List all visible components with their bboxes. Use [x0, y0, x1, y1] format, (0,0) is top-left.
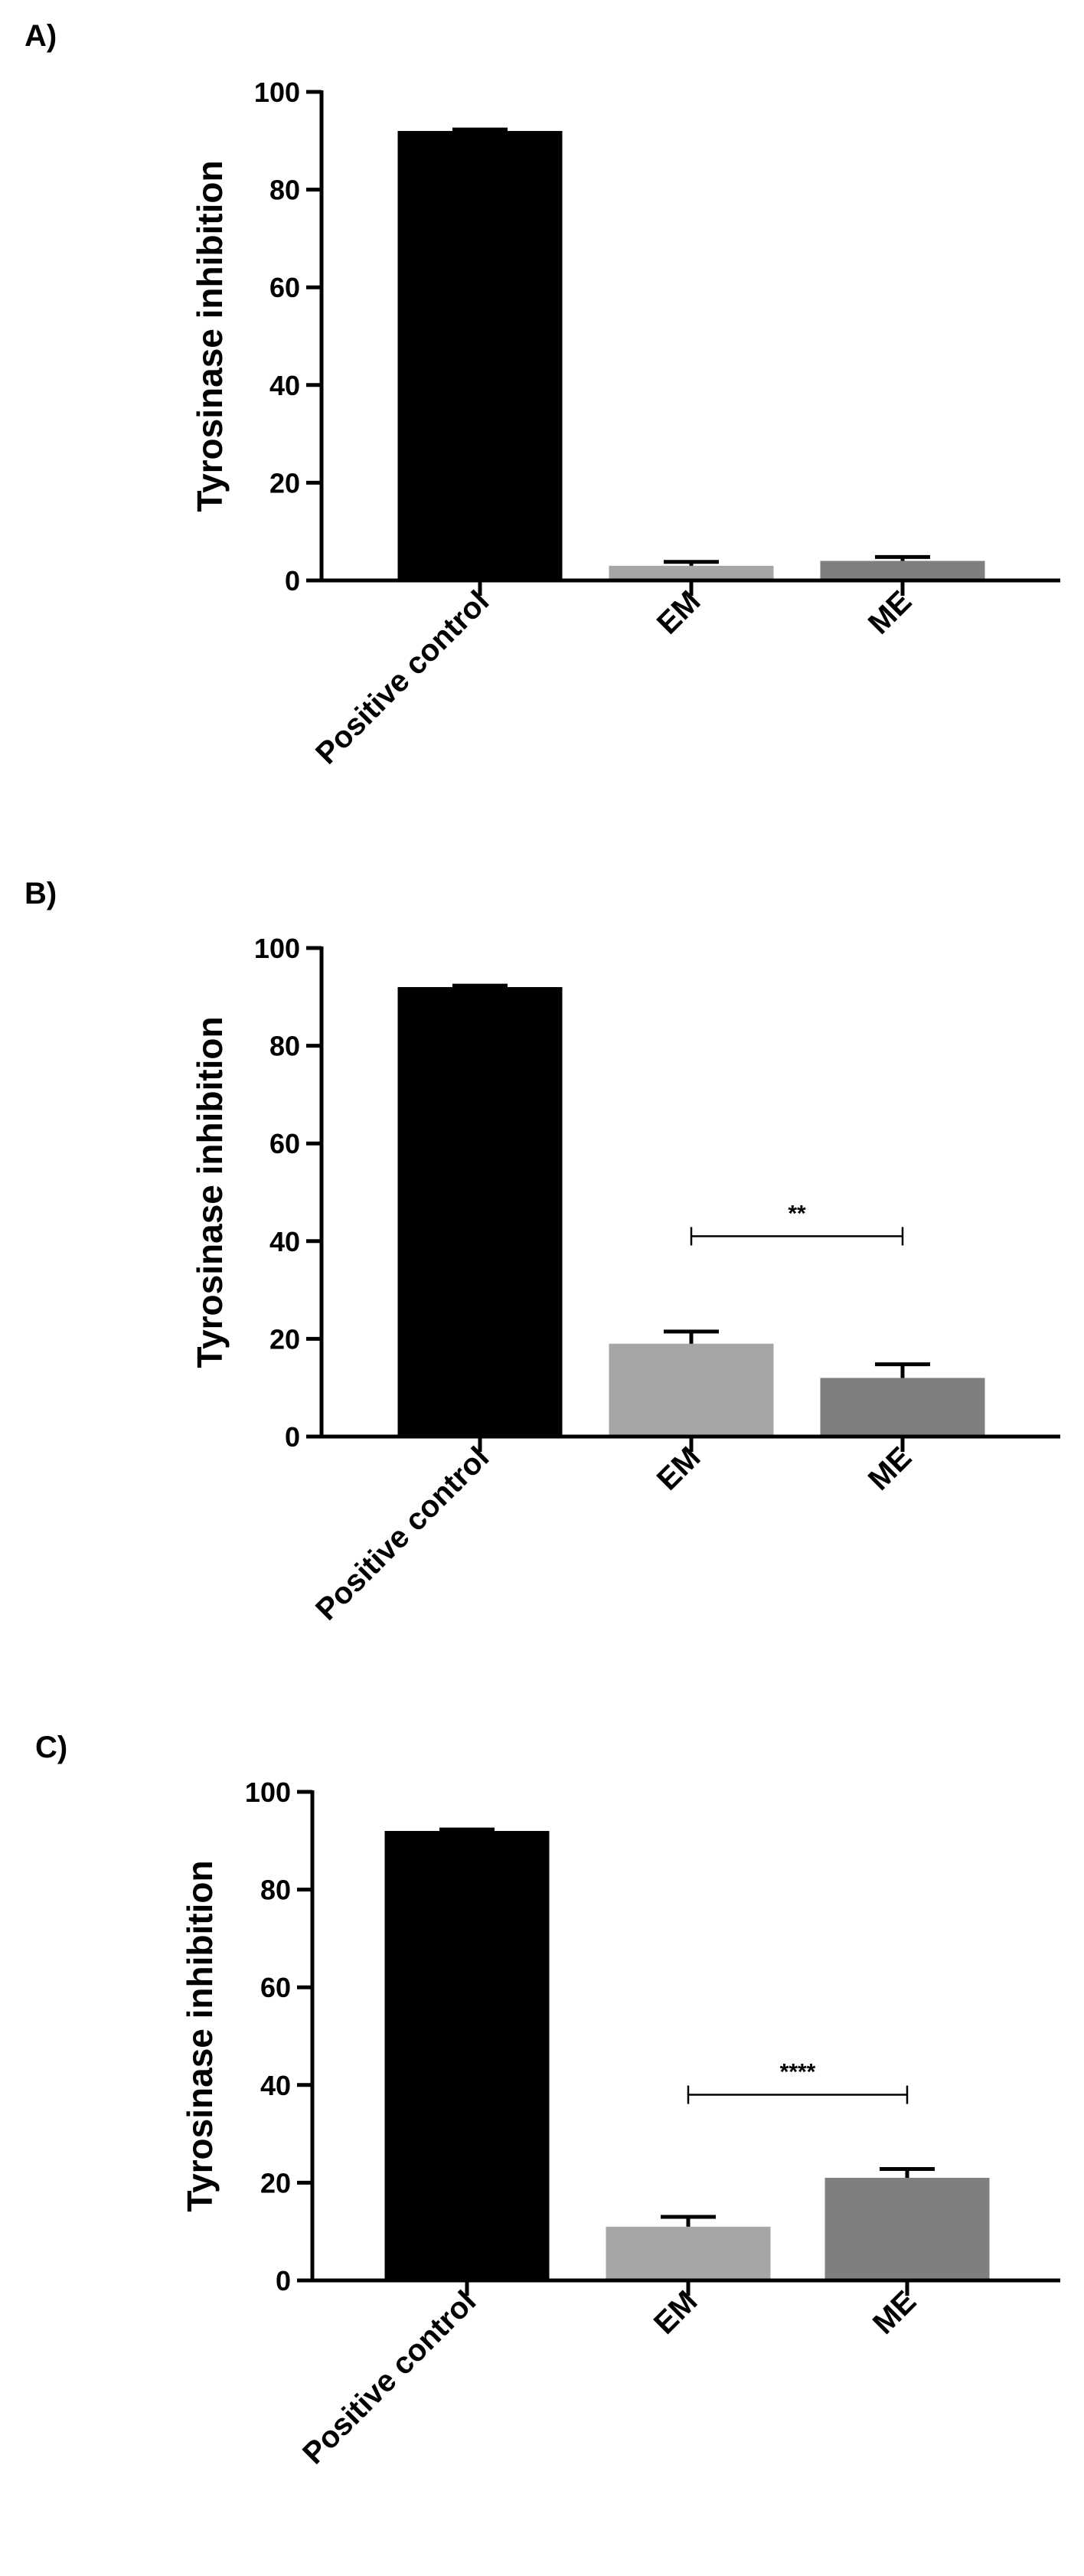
chart-panel-a: A) Tyrosinase inhibition 0 20 40 60 80 100 Posit…	[24, 19, 1060, 771]
chart-panel-b: B) Tyrosinase inhibition 0 20 40 60 80 100 Posit…	[24, 877, 1060, 1627]
y-tick-label: 20	[269, 1323, 300, 1355]
panel-label: B)	[24, 877, 57, 910]
bar-0	[397, 131, 563, 581]
y-tick-label: 100	[245, 1777, 291, 1808]
significance-bracket: **	[690, 1201, 904, 1246]
significance-label: **	[788, 1201, 806, 1226]
y-tick-label: 80	[269, 175, 300, 206]
x-tick-label: Positive control	[296, 2284, 482, 2470]
chart-panel-c: C) Tyrosinase inhibition 0 20 40 60 80 100 Posit…	[35, 1731, 1060, 2471]
y-axis-title: Tyrosinase inhibition	[190, 1016, 230, 1368]
y-tick-label: 60	[269, 1128, 300, 1159]
y-tick-label: 0	[285, 565, 300, 597]
y-axis-title: Tyrosinase inhibition	[180, 1860, 220, 2212]
bar-1	[609, 1343, 774, 1437]
y-tick-label: 40	[269, 370, 300, 401]
y-tick-label: 40	[269, 1226, 300, 1257]
bar-2	[820, 1378, 985, 1437]
significance-label: ****	[780, 2060, 816, 2085]
panel-label: C)	[35, 1731, 67, 1764]
x-tick-label: ME	[867, 2284, 923, 2341]
y-tick-label: 20	[269, 467, 300, 499]
y-tick-label: 80	[260, 1875, 291, 1906]
y-tick-label: 40	[260, 2070, 291, 2101]
x-tick-label: EM	[651, 584, 707, 641]
panel-label: A)	[24, 19, 57, 53]
y-tick-label: 0	[285, 1421, 300, 1453]
x-tick-label: EM	[651, 1440, 707, 1497]
bar-1	[606, 2226, 771, 2280]
y-tick-label: 60	[260, 1972, 291, 2003]
bar-0	[384, 1831, 550, 2280]
y-axis-title: Tyrosinase inhibition	[190, 160, 230, 512]
x-tick-label: Positive control	[309, 1440, 495, 1626]
y-tick-label: 100	[254, 77, 300, 108]
x-tick-label: ME	[862, 1440, 919, 1497]
significance-bracket: ****	[687, 2060, 909, 2104]
y-tick-label: 20	[260, 2167, 291, 2198]
x-tick-label: EM	[648, 2284, 704, 2341]
bar-2	[824, 2178, 990, 2280]
y-tick-label: 80	[269, 1031, 300, 1062]
x-tick-label: ME	[862, 584, 919, 641]
y-tick-label: 0	[276, 2265, 291, 2296]
bar-2	[820, 561, 985, 580]
bar-1	[609, 565, 774, 580]
bar-0	[397, 987, 563, 1437]
y-tick-label: 60	[269, 272, 300, 303]
y-tick-label: 100	[254, 933, 300, 964]
x-tick-label: Positive control	[309, 584, 495, 770]
